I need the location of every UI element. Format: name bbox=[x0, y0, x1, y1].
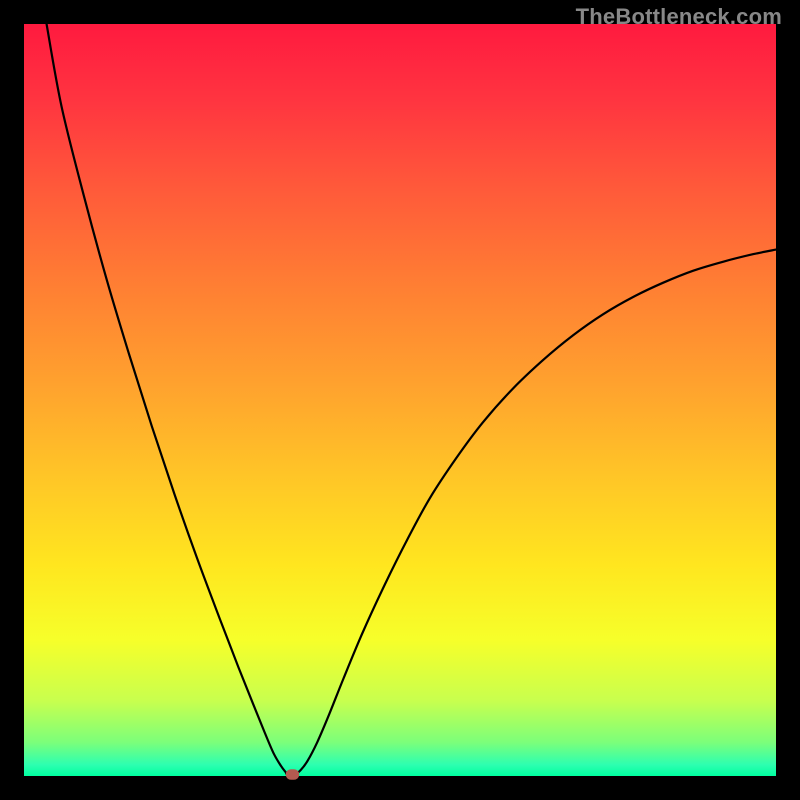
chart-container: { "watermark": { "text": "TheBottleneck.… bbox=[0, 0, 800, 800]
watermark-text: TheBottleneck.com bbox=[576, 4, 782, 30]
chart-plot-area bbox=[24, 24, 776, 776]
bottleneck-chart bbox=[0, 0, 800, 800]
optimal-point-marker bbox=[286, 769, 300, 780]
